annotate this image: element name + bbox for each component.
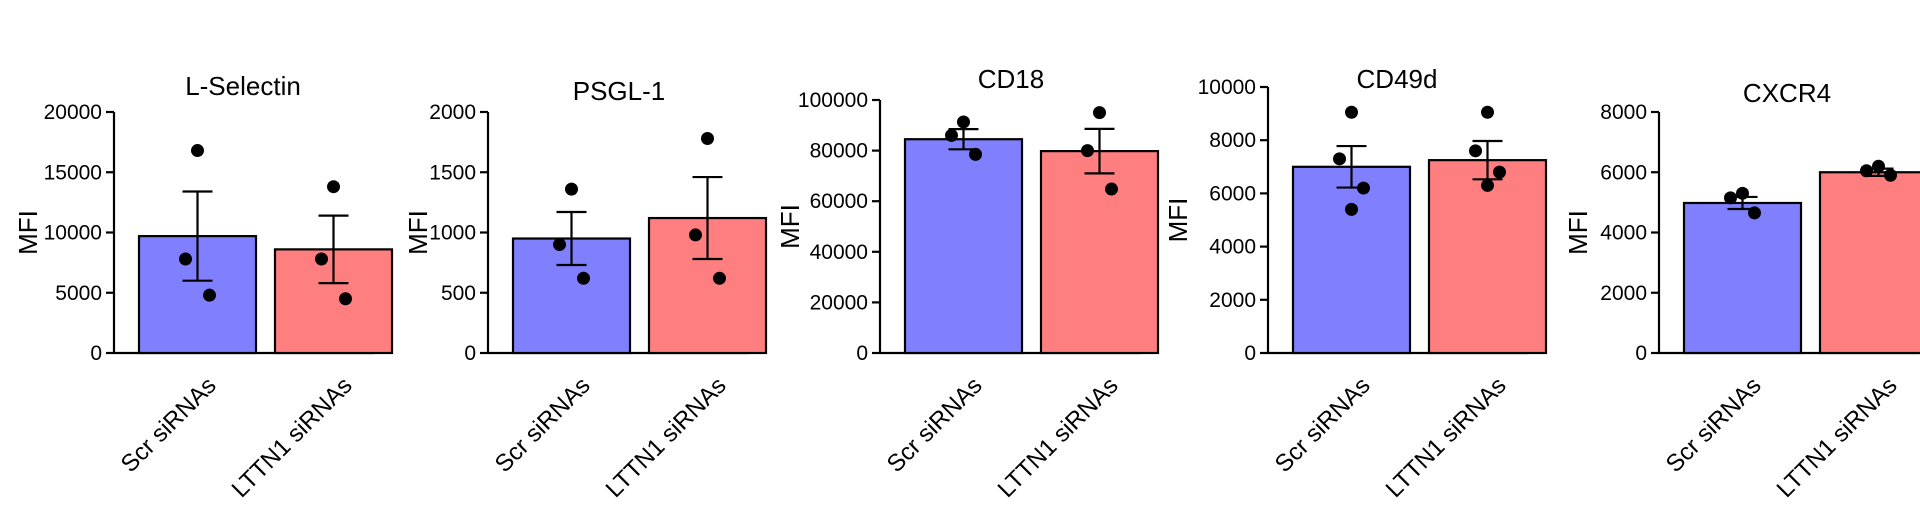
chart-title: L-Selectin — [185, 71, 301, 101]
x-tick-label: LTTN1 siRNAs — [601, 372, 732, 503]
y-tick-label: 0 — [90, 342, 102, 365]
y-tick-label: 60000 — [810, 190, 868, 213]
y-tick-label: 1500 — [429, 161, 476, 184]
bar-2 — [1039, 150, 1160, 355]
data-point — [1093, 106, 1106, 120]
y-tick-label: 8000 — [1209, 129, 1256, 152]
bar-1 — [1291, 165, 1412, 355]
data-point — [689, 228, 702, 242]
x-tick-label: Scr siRNAs — [490, 372, 596, 478]
data-point — [315, 252, 328, 266]
x-tick-label: Scr siRNAs — [116, 372, 222, 478]
data-point — [1884, 168, 1897, 182]
chart-panel-2: PSGL-1 MFI 0 500 1000 1500 2000 Scr siRNAs LTTN1… — [403, 76, 768, 503]
y-tick-label: 15000 — [44, 161, 102, 184]
chart-title: PSGL-1 — [573, 76, 666, 106]
x-tick-label: Scr siRNAs — [882, 372, 988, 478]
data-point — [1469, 144, 1482, 158]
y-tick-label: 10000 — [44, 222, 102, 245]
y-tick-label: 20000 — [44, 101, 102, 124]
data-point — [1345, 202, 1358, 216]
y-tick-label: 2000 — [1209, 289, 1256, 312]
y-tick-label: 100000 — [798, 89, 868, 112]
y-tick-label: 1000 — [429, 222, 476, 245]
data-point — [339, 292, 352, 306]
chart-panel-4: CD49d MFI 0 2000 4000 6000 8000 10000 Scr siRNAs… — [1163, 64, 1548, 503]
data-point — [1748, 206, 1761, 220]
chart-panel-3: CD18 MFI 0 20000 40000 60000 80000 100000 Scr si… — [775, 64, 1160, 503]
y-tick-label: 2000 — [1600, 282, 1647, 305]
data-point — [1105, 182, 1118, 196]
data-point — [577, 271, 590, 285]
y-axis-label: MFI — [1163, 198, 1193, 243]
x-tick-label: LTTN1 siRNAs — [1381, 372, 1512, 503]
y-tick-label: 0 — [856, 342, 868, 365]
chart-panel-1: L-Selectin MFI 0 5000 10000 15000 20000 Scr siR… — [13, 71, 394, 503]
data-point — [945, 128, 958, 142]
data-point — [1724, 191, 1737, 205]
data-point — [1345, 105, 1358, 119]
y-tick-label: 4000 — [1209, 236, 1256, 259]
y-tick-label: 4000 — [1600, 222, 1647, 245]
data-point — [179, 252, 192, 266]
data-point — [565, 182, 578, 196]
data-point — [553, 238, 566, 252]
data-point — [1872, 159, 1885, 173]
data-point — [1481, 178, 1494, 192]
data-point — [957, 115, 970, 129]
data-point — [1736, 186, 1749, 200]
x-tick-label: LTTN1 siRNAs — [1772, 372, 1903, 503]
y-axis-label: MFI — [13, 210, 43, 255]
data-point — [1333, 152, 1346, 166]
y-axis-label: MFI — [1563, 210, 1593, 255]
x-tick-label: LTTN1 siRNAs — [227, 372, 358, 503]
y-tick-label: 500 — [441, 282, 476, 305]
data-point — [1481, 105, 1494, 119]
y-tick-label: 40000 — [810, 241, 868, 264]
chart-title: CXCR4 — [1743, 78, 1831, 108]
y-axis-label: MFI — [403, 210, 433, 255]
data-point — [1081, 144, 1094, 158]
bar-1 — [1682, 201, 1803, 355]
y-tick-label: 6000 — [1209, 182, 1256, 205]
x-tick-label: Scr siRNAs — [1270, 372, 1376, 478]
data-point — [713, 271, 726, 285]
x-tick-label: LTTN1 siRNAs — [993, 372, 1124, 503]
y-tick-label: 6000 — [1600, 161, 1647, 184]
y-tick-label: 0 — [1635, 342, 1647, 365]
y-tick-label: 8000 — [1600, 101, 1647, 124]
chart-panel-5: CXCR4 MFI 0 2000 4000 6000 8000 Scr siRNAs LTTN1… — [1563, 78, 1920, 503]
y-tick-label: 80000 — [810, 140, 868, 163]
chart-title: CD49d — [1357, 64, 1438, 94]
data-point — [191, 144, 204, 158]
data-point — [203, 288, 216, 302]
data-point — [327, 180, 340, 194]
y-tick-label: 0 — [464, 342, 476, 365]
y-tick-label: 10000 — [1198, 76, 1256, 99]
data-point — [701, 132, 714, 146]
bar-2 — [1818, 171, 1920, 355]
data-point — [1357, 181, 1370, 195]
data-point — [1493, 165, 1506, 179]
bar-2 — [1427, 159, 1548, 355]
y-axis-label: MFI — [775, 204, 805, 249]
y-tick-label: 2000 — [429, 101, 476, 124]
chart-title: CD18 — [978, 64, 1044, 94]
data-point — [1860, 164, 1873, 178]
y-tick-label: 5000 — [55, 282, 102, 305]
bar-1 — [903, 138, 1024, 355]
data-point — [969, 147, 982, 161]
y-tick-label: 0 — [1244, 342, 1256, 365]
y-tick-label: 20000 — [810, 291, 868, 314]
x-tick-label: Scr siRNAs — [1661, 372, 1767, 478]
